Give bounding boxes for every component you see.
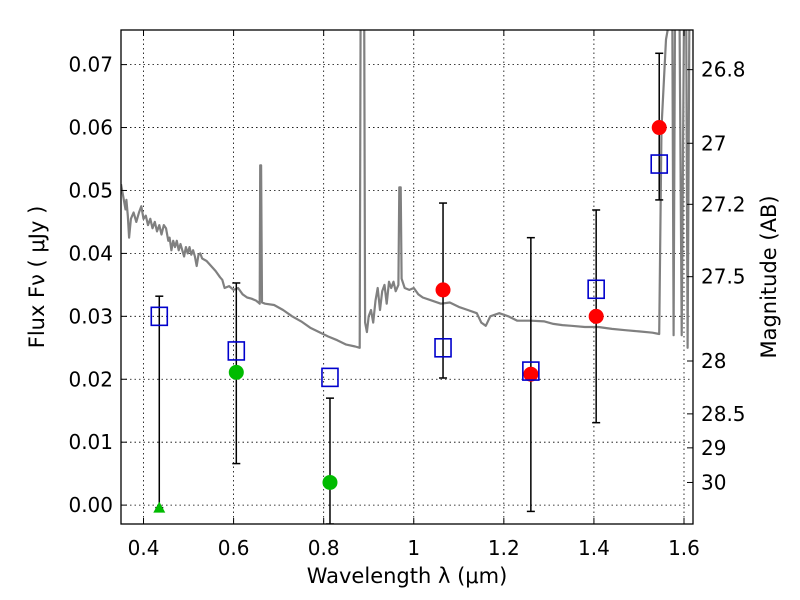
model-photometry-point: [587, 279, 605, 300]
model-photometry-point: [321, 367, 339, 388]
right-tick-label: 28.5: [701, 402, 746, 426]
plot-background: [121, 30, 693, 524]
right-tick-label: 30: [701, 470, 726, 494]
model-photometry-point: [434, 337, 452, 358]
plot-marks: [121, 30, 691, 524]
data-point: [523, 366, 539, 382]
data-point: [228, 364, 244, 380]
axis-ticks: 0.4 0.6 0.8 1 1.2 1.4 1.6 0.00 0.01 0.02 0.03 0.04 0…: [68, 30, 746, 560]
model-photometry-point: [227, 341, 246, 361]
x-tick-label: 1: [407, 536, 420, 560]
y-tick-label: 0.01: [68, 430, 113, 454]
model-spectrum-line: [121, 30, 691, 349]
right-tick-label: 27.2: [701, 192, 746, 216]
data-point: [588, 308, 604, 324]
right-tick-label: 29: [701, 436, 726, 460]
x-tick-label: 1.4: [578, 536, 610, 560]
right-tick-label: 27.5: [701, 265, 746, 289]
data-point: [322, 474, 338, 490]
model-photometry-point: [522, 361, 540, 381]
model-photometry-point: [150, 306, 169, 327]
y-tick-label: 0.04: [68, 241, 113, 265]
y-tick-label: 0.07: [68, 53, 113, 77]
right-axis-label: Magnitude (AB): [757, 195, 781, 358]
y-tick-label: 0.06: [68, 116, 113, 140]
model-photometry-point: [650, 154, 669, 174]
data-point: [435, 282, 451, 298]
x-tick-label: 0.4: [128, 536, 160, 560]
x-tick-label: 0.8: [308, 536, 340, 560]
y-tick-label: 0.02: [68, 367, 113, 391]
y-tick-label: 0.05: [68, 178, 113, 202]
right-tick-label: 28: [701, 349, 726, 373]
data-point: [651, 120, 667, 136]
x-tick-label: 1.6: [668, 536, 700, 560]
y-axis-label: Flux Fν ( μJy ): [25, 206, 49, 349]
right-tick-label: 26.8: [701, 58, 746, 82]
y-tick-label: 0.00: [68, 493, 113, 517]
y-tick-label: 0.03: [68, 304, 113, 328]
x-tick-label: 0.6: [218, 536, 250, 560]
upper-limit-point: [153, 501, 166, 513]
x-axis-label: Wavelength λ (μm): [307, 564, 508, 588]
right-tick-label: 27: [701, 131, 726, 155]
x-tick-label: 1.2: [488, 536, 520, 560]
